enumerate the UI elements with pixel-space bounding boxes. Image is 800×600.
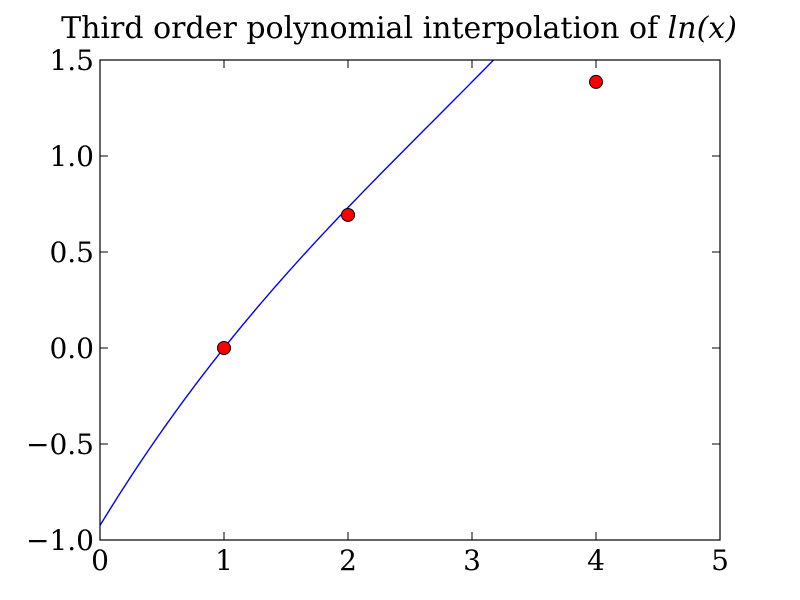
y-tick-label: 1.0	[49, 140, 94, 173]
y-tick-label: −1.0	[26, 524, 94, 557]
x-axis: 0 1 2 3 4 5	[91, 60, 729, 577]
plot-frame	[99, 59, 721, 541]
chart-title: Third order polynomial interpolation of …	[61, 11, 737, 46]
series-line	[100, 60, 495, 526]
y-tick-label: −0.5	[26, 428, 94, 461]
data-point	[217, 341, 231, 355]
x-tick-label: 0	[91, 544, 109, 577]
title-prefix: Third order polynomial interpolation of	[61, 11, 668, 46]
y-tick-label: 1.5	[49, 44, 94, 77]
y-tick-label: 0.0	[49, 332, 94, 365]
data-point	[589, 74, 603, 89]
y-tick-label: 0.5	[49, 236, 94, 269]
title-math: ln(x)	[668, 11, 737, 46]
x-tick-label: 1	[215, 544, 233, 577]
plot-area	[99, 59, 721, 541]
data-point	[341, 207, 355, 222]
x-tick-label: 2	[339, 544, 357, 577]
y-axis: −1.0 −0.5 0.0 0.5 1.0 1.5	[26, 44, 720, 557]
x-tick-label: 4	[587, 544, 605, 577]
x-tick-label: 3	[463, 544, 481, 577]
x-tick-label: 5	[711, 544, 729, 577]
